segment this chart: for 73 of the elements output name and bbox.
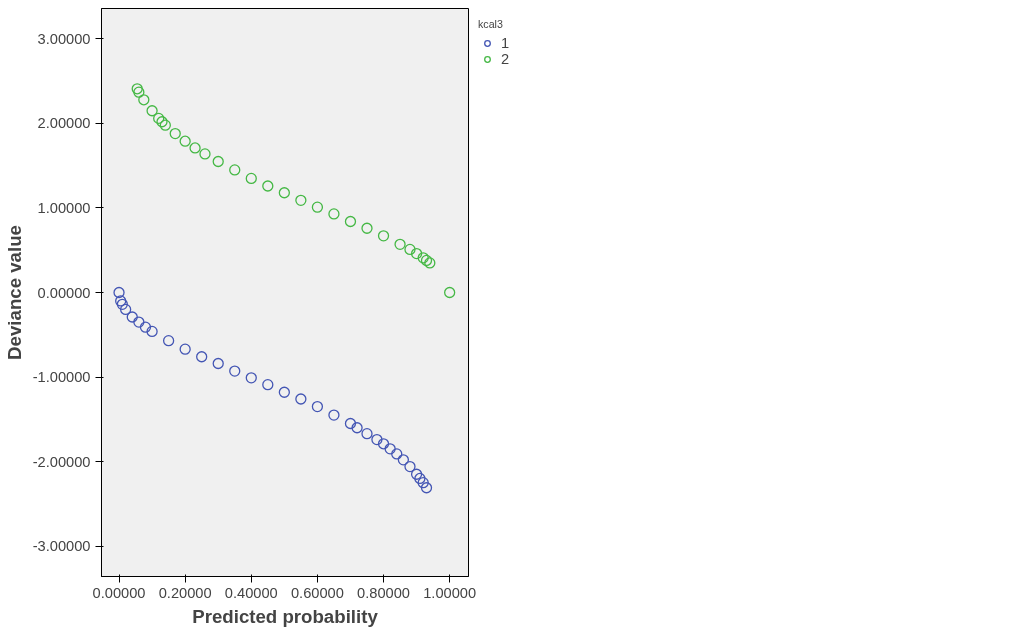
- point: [212, 357, 224, 370]
- y-tick-label: 3.00000: [37, 30, 91, 47]
- point: [138, 94, 150, 106]
- point: [139, 321, 152, 333]
- point: [361, 222, 373, 234]
- point: [295, 393, 307, 405]
- point: [262, 180, 274, 192]
- point: [119, 303, 132, 316]
- y-tick-label: -1.00000: [32, 369, 91, 386]
- x-axis-title: Predicted probability: [192, 605, 379, 627]
- point: [328, 208, 340, 220]
- point: [196, 351, 208, 363]
- point: [424, 257, 436, 269]
- point: [133, 316, 145, 328]
- point: [229, 164, 241, 176]
- x-tick-label: 0.20000: [158, 584, 212, 601]
- point: [417, 252, 429, 264]
- point: [189, 142, 201, 154]
- point: [420, 482, 433, 494]
- point: [278, 386, 290, 398]
- point: [295, 194, 307, 207]
- point: [394, 238, 406, 250]
- point: [417, 477, 429, 489]
- point: [113, 286, 125, 299]
- point: [444, 286, 456, 299]
- point: [245, 172, 257, 185]
- point: [245, 372, 257, 384]
- point: [384, 443, 396, 455]
- legend-label: 1: [501, 35, 511, 51]
- point: [311, 400, 324, 413]
- point: [420, 254, 433, 267]
- y-tick-label: -3.00000: [32, 538, 91, 555]
- x-tick-label: 0.40000: [224, 584, 278, 601]
- point: [146, 105, 158, 117]
- point: [371, 433, 383, 446]
- x-tick-label: 1.00000: [423, 584, 477, 601]
- legend-label: 2: [501, 51, 511, 67]
- point: [169, 127, 181, 140]
- point: [153, 112, 165, 125]
- point: [328, 409, 340, 421]
- point: [162, 335, 175, 347]
- point: [414, 472, 426, 485]
- x-tick-label: 0.60000: [290, 584, 344, 601]
- point: [377, 438, 390, 450]
- x-tick-label: 0.80000: [357, 584, 411, 601]
- point: [391, 448, 403, 460]
- point: [179, 135, 191, 147]
- y-tick-label: 0.00000: [37, 284, 91, 301]
- legend-title: kcal3: [478, 18, 504, 30]
- point: [377, 230, 390, 242]
- y-axis-title: Deviance value: [3, 225, 25, 360]
- point: [404, 460, 416, 473]
- point: [351, 422, 363, 434]
- y-tick-label: 1.00000: [37, 199, 91, 216]
- point: [344, 417, 357, 430]
- point: [126, 311, 138, 323]
- point: [179, 343, 191, 355]
- point: [262, 378, 274, 391]
- x-tick-label: 0.00000: [92, 584, 146, 601]
- point: [404, 243, 416, 256]
- point: [212, 155, 224, 168]
- point: [344, 215, 357, 228]
- point: [146, 325, 158, 338]
- point: [361, 428, 373, 440]
- point: [199, 148, 211, 160]
- point: [278, 187, 290, 199]
- point: [229, 365, 241, 377]
- point: [311, 201, 324, 213]
- y-tick-label: -2.00000: [32, 453, 91, 470]
- point: [410, 247, 423, 260]
- y-tick-label: 2.00000: [37, 115, 91, 132]
- point: [410, 468, 423, 480]
- point: [397, 454, 410, 466]
